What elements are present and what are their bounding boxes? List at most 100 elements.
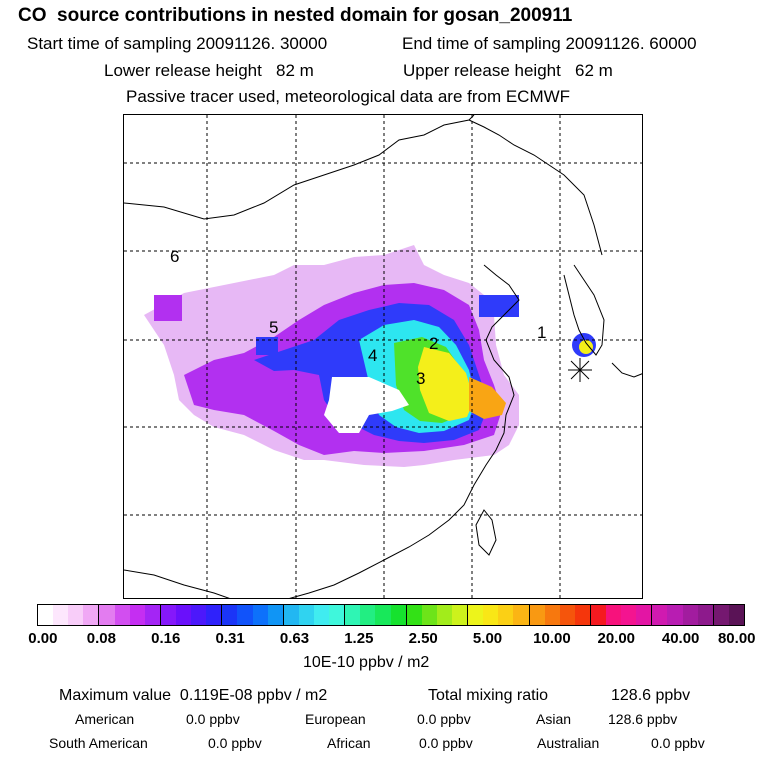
colorbar-segment	[713, 605, 729, 625]
colorbar-tick-label: 0.63	[279, 630, 310, 647]
colorbar-segment	[191, 605, 207, 625]
colorbar-segment	[529, 605, 545, 625]
colorbar-segment	[53, 605, 69, 625]
plume-blob-5	[256, 337, 278, 355]
colorbar-segment	[682, 605, 698, 625]
plume-yellow	[418, 347, 474, 421]
colorbar	[37, 604, 745, 626]
colorbar-segment	[175, 605, 192, 625]
colorbar-segment	[313, 605, 330, 625]
colorbar-segment	[697, 605, 714, 625]
colorbar-segment	[574, 605, 591, 625]
total-mixing-label: Total mixing ratio	[428, 687, 549, 704]
colorbar-tick-label: 5.00	[472, 630, 503, 647]
border-interior-south	[124, 569, 230, 598]
colorbar-segment	[237, 605, 253, 625]
colorbar-segment	[283, 605, 299, 625]
source-value-asian: 128.6 ppbv	[608, 711, 678, 727]
colorbar-tick-label: 0.00	[28, 630, 58, 647]
colorbar-segment	[544, 605, 560, 625]
colorbar-tick-label: 10.00	[533, 630, 571, 647]
colorbar-segment	[468, 605, 484, 625]
colorbar-segment	[390, 605, 407, 625]
colorbar-segment	[206, 605, 223, 625]
colorbar-tick-label: 0.31	[215, 630, 245, 647]
coast-korea	[563, 264, 605, 356]
map-panel: 1 2 3 4 5 6	[123, 114, 643, 599]
map-canvas: 1 2 3 4 5 6	[124, 115, 642, 598]
coast-japan	[611, 362, 642, 378]
colorbar-segment	[222, 605, 238, 625]
colorbar-segment	[636, 605, 653, 625]
coast-taiwan	[475, 509, 497, 556]
source-value-australian: 0.0 ppbv	[651, 735, 705, 751]
plume-blob-north	[479, 295, 519, 317]
colorbar-tick-label: 0.08	[86, 630, 116, 647]
colorbar-segment	[99, 605, 115, 625]
colorbar-segment	[68, 605, 84, 625]
colorbar-segment	[559, 605, 575, 625]
colorbar-segment	[667, 605, 683, 625]
colorbar-unit: 10E-10 ppbv / m2	[303, 654, 430, 671]
start-time-label: Start time of sampling 20091126. 30000	[27, 34, 328, 53]
colorbar-segment	[160, 605, 176, 625]
colorbar-tick-label: 1.25	[344, 630, 374, 647]
colorbar-segment	[38, 605, 54, 625]
concentration-field	[144, 245, 596, 467]
colorbar-segment	[114, 605, 130, 625]
coast-china-east	[289, 264, 520, 598]
source-value-south-american: 0.0 ppbv	[208, 735, 262, 751]
colorbar-segment	[252, 605, 268, 625]
source-name-south-american: South American	[49, 735, 148, 751]
colorbar-segment	[652, 605, 668, 625]
colorbar-segment	[83, 605, 100, 625]
region-label-3: 3	[416, 369, 425, 388]
plume-blob-west	[154, 295, 182, 321]
border-north	[468, 119, 603, 256]
colorbar-segment	[728, 605, 745, 625]
colorbar-segment	[451, 605, 469, 625]
plume-orange	[469, 377, 506, 419]
colorbar-segment	[360, 605, 376, 625]
colorbar-tick-label: 80.00	[717, 630, 756, 647]
upper-height-label: Upper release height 62 m	[403, 61, 613, 80]
colorbar-segment	[406, 605, 422, 625]
source-name-african: African	[327, 735, 371, 751]
colorbar-tick-label: 2.50	[408, 630, 438, 647]
colorbar-segment	[421, 605, 437, 625]
colorbar-tick-label: 20.00	[597, 630, 636, 647]
colorbar-segment	[513, 605, 530, 625]
receptor-hotspot-inner	[579, 340, 593, 354]
colorbar-tick-label: 40.00	[661, 630, 700, 647]
source-name-european: European	[305, 711, 366, 727]
coastlines	[124, 115, 642, 598]
border-mongolia	[124, 115, 475, 220]
colorbar-segment	[621, 605, 637, 625]
colorbar-segment	[345, 605, 361, 625]
source-name-asian: Asian	[536, 711, 572, 727]
region-label-6: 6	[170, 247, 179, 266]
lower-height-label: Lower release height 82 m	[104, 61, 314, 80]
colorbar-segment	[483, 605, 499, 625]
receptor-marker-icon	[568, 358, 592, 382]
colorbar-segment	[606, 605, 622, 625]
colorbar-segment	[267, 605, 284, 625]
colorbar-segment	[298, 605, 314, 625]
max-value-label: Maximum value 0.119E-08 ppbv / m2	[59, 687, 328, 704]
total-mixing-value: 128.6 ppbv	[611, 687, 691, 704]
colorbar-segment	[329, 605, 346, 625]
region-label-5: 5	[269, 318, 278, 337]
plume-gap	[324, 377, 409, 433]
chart-title: CO source contributions in nested domain…	[18, 5, 573, 26]
source-name-american: American	[75, 711, 135, 727]
region-label-4: 4	[368, 346, 377, 365]
colorbar-tick-label: 0.16	[151, 630, 181, 647]
region-label-1: 1	[537, 323, 546, 342]
colorbar-segment	[498, 605, 514, 625]
source-name-australian: Australian	[537, 735, 600, 751]
source-value-european: 0.0 ppbv	[417, 711, 471, 727]
lat-lon-grid	[124, 115, 642, 598]
source-value-american: 0.0 ppbv	[186, 711, 240, 727]
colorbar-segment	[375, 605, 391, 625]
tracer-note: Passive tracer used, meteorological data…	[126, 87, 571, 106]
